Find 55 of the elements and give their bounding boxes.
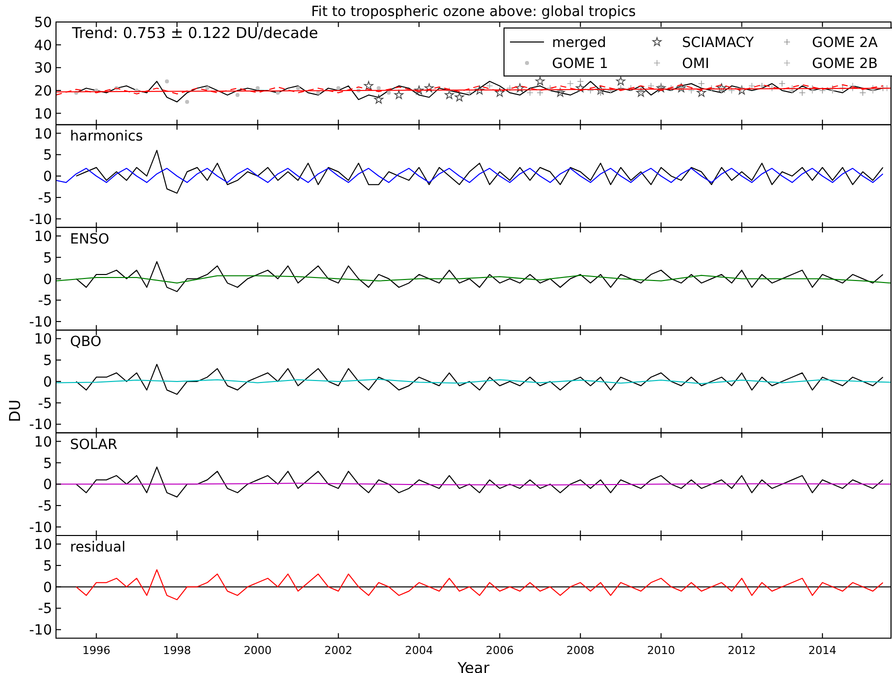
legend-label: GOME 2A [812,35,878,51]
annotation: SOLAR [70,436,118,453]
annotation: QBO [70,334,102,350]
x-tick-label: 2010 [647,644,676,658]
y-tick-label: -5 [38,396,52,412]
y-tick-label: -10 [29,417,52,434]
y-axis-title: DU [6,400,24,422]
y-tick-label: 10 [34,228,52,245]
legend-label: SCIAMACY [682,35,754,51]
x-axis-title: Year [456,659,490,673]
y-tick-label: 0 [43,374,52,390]
x-tick-label: 2014 [808,644,836,658]
y-tick-label: 0 [43,272,52,288]
x-tick-label: 2006 [486,644,514,658]
y-tick-label: 5 [43,148,52,164]
annotation: Trend: 0.753 ± 0.122 DU/decade [71,24,318,42]
y-tick-label: 10 [34,434,52,450]
y-tick-label: -10 [29,520,52,536]
y-tick-label: -10 [29,212,52,228]
x-tick-label: 2000 [244,644,272,658]
y-tick-label: 10 [34,106,52,122]
y-tick-label: -10 [29,622,52,639]
legend-label: OMI [682,56,710,72]
y-tick-label: -5 [38,190,52,206]
y-tick-label: 20 [34,83,52,100]
x-tick-label: 1998 [163,644,192,658]
y-tick-label: 5 [43,558,52,574]
annotation: residual [70,540,126,556]
y-tick-label: 10 [34,126,52,142]
legend-label: GOME 1 [552,56,608,72]
x-tick-label: 2008 [566,644,594,658]
annotation: ENSO [70,231,110,248]
y-tick-label: -5 [38,293,52,310]
y-tick-label: 5 [43,456,52,472]
y-tick-label: 5 [43,250,52,266]
y-tick-label: 40 [34,38,52,54]
x-tick-label: 2002 [324,644,352,658]
y-tick-label: -5 [38,601,52,618]
chart-title: Fit to tropospheric ozone above: global tropics [311,4,636,20]
x-tick-label: 1996 [82,644,110,658]
y-tick-label: 10 [34,332,52,348]
y-tick-label: 10 [34,537,52,554]
y-tick-label: -5 [38,498,52,515]
y-tick-label: 0 [43,580,52,596]
y-tick-label: -10 [29,314,52,331]
y-tick-label: 0 [43,477,52,494]
y-tick-label: 50 [34,15,52,31]
legend-label: merged [552,35,606,51]
annotation: harmonics [70,128,143,145]
legend-label: GOME 2B [812,56,878,72]
x-tick-label: 2012 [728,644,756,658]
x-tick-label: 2004 [405,644,434,658]
y-tick-label: 30 [34,60,52,77]
y-tick-label: 0 [43,169,52,186]
y-tick-label: 5 [43,353,52,370]
